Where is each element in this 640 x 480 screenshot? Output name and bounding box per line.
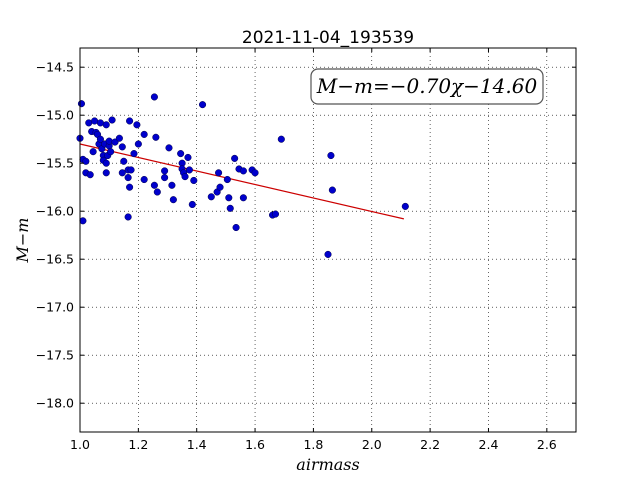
data-point <box>198 101 207 109</box>
x-tick-label: 1.4 <box>187 437 207 452</box>
data-point <box>226 204 234 212</box>
data-point <box>107 148 115 156</box>
data-point <box>130 150 138 158</box>
data-point <box>89 148 97 156</box>
data-point <box>118 143 126 151</box>
x-axis-ticks: 1.0 1.2 1.4 1.6 1.8 2.0 2.2 2.4 2.6 <box>70 48 557 452</box>
y-axis-label: M−m <box>13 218 32 264</box>
data-point <box>150 181 158 189</box>
y-axis-ticks: −14.5 −15.0 −15.5 −16.0 −16.5 −17.0 −17.5 −18.0 <box>36 60 576 411</box>
data-point <box>223 175 231 184</box>
data-point <box>115 134 123 142</box>
data-point <box>82 157 90 165</box>
data-point <box>231 154 239 162</box>
data-point <box>184 153 192 161</box>
data-point <box>77 100 86 108</box>
y-tick-label: −16.0 <box>36 204 74 219</box>
data-point <box>177 150 185 158</box>
data-point <box>126 183 134 191</box>
data-point <box>327 151 335 160</box>
fit-equation: M−m=−0.70χ−14.60 <box>316 74 538 98</box>
data-point <box>86 171 94 179</box>
y-tick-label: −15.0 <box>36 108 74 123</box>
y-tick-label: −17.5 <box>36 348 74 363</box>
x-axis-label: airmass <box>296 455 359 474</box>
data-point <box>102 121 110 129</box>
data-point <box>133 121 141 129</box>
data-point <box>161 174 169 182</box>
x-tick-label: 1.2 <box>128 437 148 452</box>
data-point <box>124 213 132 221</box>
data-point <box>79 217 87 225</box>
data-point <box>169 196 177 204</box>
data-point <box>124 174 132 182</box>
data-point <box>225 194 233 202</box>
data-point <box>181 173 189 181</box>
x-tick-label: 2.6 <box>537 437 557 452</box>
y-tick-label: −16.5 <box>36 252 74 267</box>
x-tick-label: 2.4 <box>479 437 499 452</box>
grid <box>79 48 576 432</box>
y-tick-label: −15.5 <box>36 156 74 171</box>
data-point <box>239 167 247 175</box>
data-point <box>108 116 116 124</box>
fit-annotation: M−m=−0.70χ−14.60 <box>310 68 544 105</box>
plot-frame <box>79 47 577 433</box>
data-point <box>102 169 110 177</box>
data-point <box>126 117 134 125</box>
x-tick-label: 1.8 <box>303 437 323 452</box>
x-tick-label: 2.0 <box>362 437 382 452</box>
data-point <box>271 210 280 218</box>
data-point <box>165 144 173 152</box>
y-tick-label: −18.0 <box>36 396 74 411</box>
data-point <box>140 175 148 184</box>
data-point <box>239 194 247 202</box>
data-point <box>102 159 110 167</box>
data-point <box>188 200 196 209</box>
data-point <box>152 133 160 141</box>
data-point <box>161 167 169 175</box>
data-point <box>120 157 128 165</box>
data-point <box>185 166 193 174</box>
data-point <box>96 135 104 143</box>
data-point <box>190 176 198 185</box>
chart-title: 2021-11-04_193539 <box>242 28 414 48</box>
x-tick-label: 1.0 <box>70 437 90 452</box>
data-point <box>277 135 285 143</box>
x-tick-label: 1.6 <box>245 437 265 452</box>
data-point <box>251 169 259 177</box>
data-point <box>232 223 240 232</box>
x-tick-label: 2.2 <box>420 437 440 452</box>
data-point <box>105 137 113 145</box>
data-point <box>134 140 142 148</box>
data-point <box>324 250 332 258</box>
data-point <box>118 169 126 177</box>
data-point <box>140 130 148 138</box>
data-point <box>168 181 176 189</box>
data-point <box>127 166 135 174</box>
data-point <box>153 188 161 196</box>
data-point <box>328 186 336 194</box>
annotation-box <box>310 68 544 105</box>
data-points <box>76 93 409 258</box>
y-tick-label: −17.0 <box>36 300 74 315</box>
data-point <box>207 193 215 201</box>
y-tick-label: −14.5 <box>36 60 74 75</box>
data-point <box>216 183 224 191</box>
data-point <box>401 202 409 210</box>
data-point <box>215 169 223 177</box>
data-point <box>150 93 158 101</box>
